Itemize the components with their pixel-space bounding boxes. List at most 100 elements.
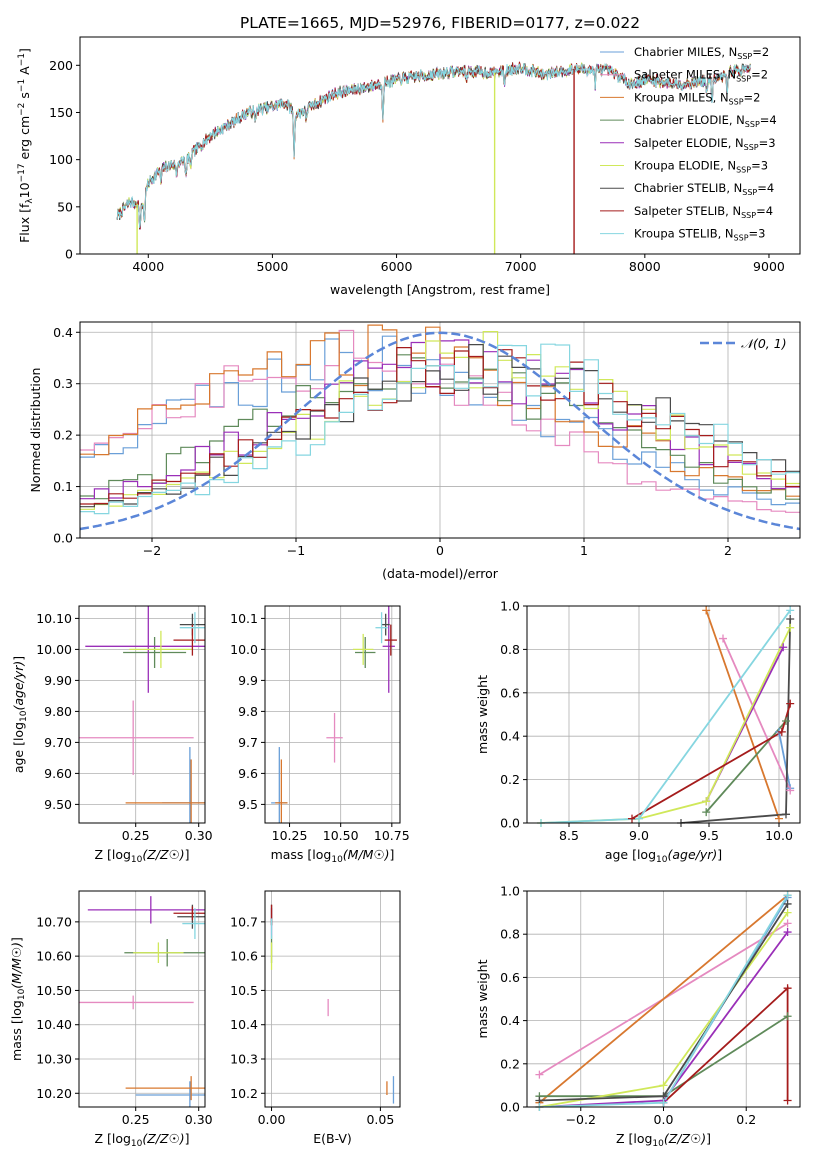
label-sub: 10 [19, 710, 29, 722]
y-axis-label: Flux [fλ10−17 erg cm−2 s−1 A−1] [17, 48, 35, 243]
weight-series-2 [538, 894, 789, 1104]
x-tick-label: 0 [436, 543, 444, 558]
weight-marker-8-2 [786, 606, 795, 615]
x-tick-label: 0.05 [366, 1112, 394, 1127]
legend-entry-1: Salpeter MILES, NSSP=2 [634, 68, 768, 84]
weight-marker-3-2 [783, 1012, 792, 1021]
weight-marker-1-1 [786, 786, 795, 795]
axes-frame [264, 890, 401, 1108]
label-part: ] [390, 847, 395, 862]
weight-series-8 [540, 609, 791, 823]
weight-marker-5-2 [702, 797, 711, 806]
y-axis-label: mass [log10(M/M☉)] [9, 937, 27, 1061]
legend-tail: =4 [757, 181, 774, 195]
y-tick-label: 9.9 [238, 673, 258, 688]
label-sub: 10 [17, 988, 27, 1000]
y-tick-label: 9.5 [238, 797, 258, 812]
y-tick-label: 0.2 [500, 772, 520, 787]
y-tick-label: 100 [49, 152, 73, 167]
legend-tail: =4 [756, 204, 773, 218]
label-part: (Z/Z☉) [664, 1131, 706, 1146]
y-tick-label: 0.6 [500, 970, 520, 985]
age-weight-panel: 8.5 9.0 9.5 10.0 0.0 0.2 0.4 0.6 0.8 1.0 age [log1… [475, 599, 801, 865]
x-tick-label: −2 [143, 543, 161, 558]
legend-tail: =3 [751, 159, 768, 173]
y-tick-label: 10.3 [230, 1052, 258, 1067]
label-part: (Z/Z☉) [142, 847, 184, 862]
y-tick-label: 10.00 [36, 642, 72, 657]
legend-sub: SSP [737, 52, 752, 61]
y-tick-label: 10.2 [230, 1086, 258, 1101]
x-tick-label: 0.25 [122, 1112, 150, 1127]
x-tick-label: 10.0 [765, 828, 793, 843]
legend-tail: =2 [752, 45, 769, 59]
weight-marker-4-1 [779, 643, 788, 652]
x-axis-label: Z [log10(Z/Z☉)] [94, 1131, 189, 1149]
x-axis-label: E(B-V) [313, 1131, 352, 1146]
y-tick-label: 9.6 [238, 766, 258, 781]
figure-title: PLATE=1665, MJD=52976, FIBERID=0177, z=0… [240, 14, 640, 32]
histogram-series-5 [80, 331, 800, 510]
y-tick-label: 0.2 [53, 428, 73, 443]
label-part: mass [log [271, 847, 332, 862]
legend-sub: SSP [742, 188, 757, 197]
legend-name: Salpeter STELIB, N [634, 204, 741, 218]
label-part: age [log [11, 722, 26, 773]
y-tick-label: 9.70 [44, 735, 72, 750]
axes-frame [526, 605, 801, 824]
y-tick-label: 0.8 [500, 642, 520, 657]
y-tick-label: 10.0 [230, 642, 258, 657]
x-tick-label: 10.50 [323, 828, 359, 843]
x-tick-label: 6000 [381, 259, 413, 274]
x-tick-label: 4000 [132, 259, 164, 274]
weight-marker-7-2 [786, 699, 795, 708]
y-tick-label: 9.7 [238, 735, 258, 750]
weight-marker-6-2 [786, 615, 795, 624]
weight-marker-8-2 [783, 891, 792, 900]
y-tick-label: 10.70 [36, 914, 72, 929]
weight-marker-6-1 [782, 810, 790, 819]
x-tick-label: 8.5 [559, 828, 579, 843]
metallicity-age-panel: 0.25 0.30 9.50 9.60 9.70 9.80 9.90 10.00 10.10 Z … [11, 605, 213, 865]
weight-marker-5-2 [783, 908, 792, 917]
y-tick-label: 0.4 [500, 1013, 520, 1028]
y-axis-label: mass weight [475, 675, 490, 754]
y-tick-label: 9.80 [44, 704, 72, 719]
extinction-mass-panel: 0.00 0.05 10.2 10.3 10.4 10.5 10.6 10.7 E(B-V) [230, 890, 401, 1146]
label-part: 10 [17, 182, 32, 198]
y-tick-label: 10.4 [230, 1017, 258, 1032]
plot-area [79, 606, 205, 823]
plot-area [80, 324, 800, 531]
x-tick-label: 9.5 [699, 828, 719, 843]
x-tick-label: 8000 [629, 259, 661, 274]
label-part: s [17, 92, 32, 103]
x-tick-label: 7000 [505, 259, 537, 274]
legend-entry-gaussian: 𝒩(0, 1) [741, 336, 787, 351]
legend-sub: SSP [736, 75, 751, 84]
plot-area [270, 904, 395, 1104]
legend-entry-2: Kroupa MILES, NSSP=2 [634, 90, 760, 106]
weight-marker-7-2 [783, 1096, 792, 1105]
x-axis-label: Z [log10(Z/Z☉)] [94, 847, 189, 865]
legend-entry-7: Salpeter STELIB, NSSP=4 [634, 204, 773, 220]
y-tick-label: 10.40 [36, 1017, 72, 1032]
y-tick-label: 0.8 [500, 927, 520, 942]
weight-marker-3-0 [702, 808, 711, 817]
label-part: −1 [17, 53, 27, 66]
y-tick-label: 9.8 [238, 704, 258, 719]
plot-area [79, 896, 205, 1107]
label-part: (M/M☉) [9, 942, 24, 989]
histogram-series-6 [80, 344, 800, 508]
label-part: Z [log [94, 1131, 130, 1146]
y-axis-label: mass weight [475, 959, 490, 1038]
label-part: mass [log [9, 1000, 24, 1061]
label-part: −2 [17, 103, 27, 116]
x-tick-label: 5000 [257, 259, 289, 274]
label-part: −1 [17, 79, 27, 92]
y-tick-label: 10.60 [36, 949, 72, 964]
legend-entry-5: Kroupa ELODIE, NSSP=3 [634, 159, 768, 175]
weight-series-3 [705, 720, 787, 813]
x-tick-label: 10.25 [272, 828, 308, 843]
legend-tail: =2 [751, 68, 768, 82]
x-axis-label: age [log10(age/yr)] [605, 847, 722, 865]
